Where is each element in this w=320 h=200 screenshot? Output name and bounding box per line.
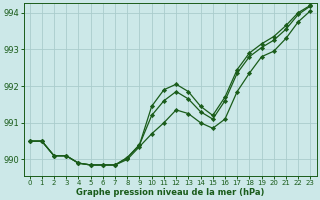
X-axis label: Graphe pression niveau de la mer (hPa): Graphe pression niveau de la mer (hPa) xyxy=(76,188,264,197)
